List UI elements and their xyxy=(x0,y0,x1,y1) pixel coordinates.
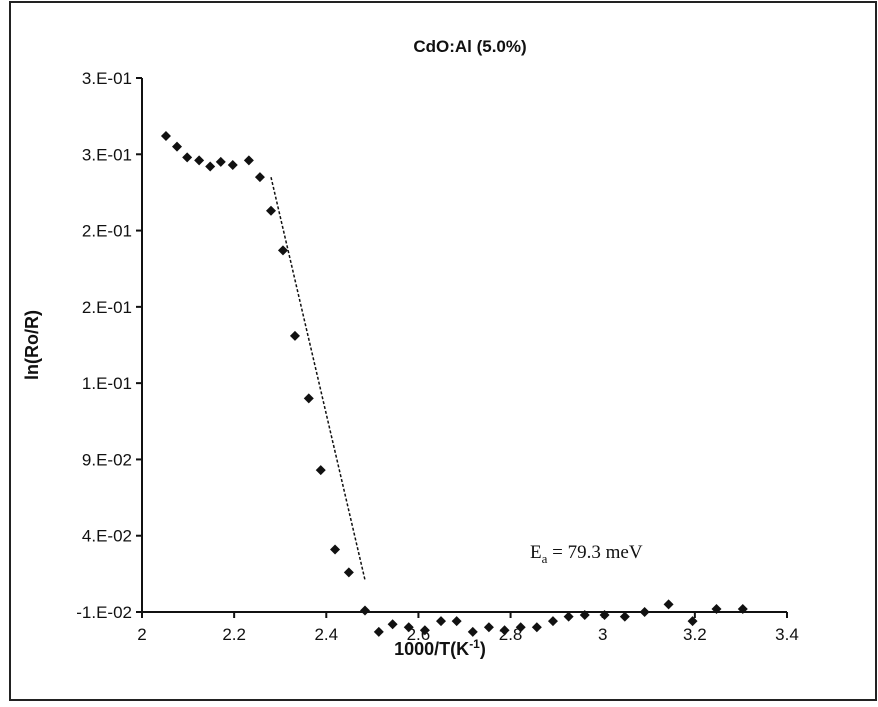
point xyxy=(205,161,216,172)
annotation: Ea = 79.3 meV xyxy=(530,542,643,566)
point xyxy=(243,155,254,166)
point xyxy=(467,626,478,637)
y-tick-label: 2.E-01 xyxy=(82,298,132,317)
x-tick-label: 2.2 xyxy=(222,625,246,644)
x-tick-label: 3.4 xyxy=(775,625,799,644)
point xyxy=(359,605,370,616)
point xyxy=(531,622,542,633)
point xyxy=(663,599,674,610)
point xyxy=(194,155,205,166)
point xyxy=(419,625,430,636)
point xyxy=(563,611,574,622)
x-tick-label: 3.2 xyxy=(683,625,707,644)
point xyxy=(182,152,193,163)
point xyxy=(160,130,171,141)
annotation-text: E xyxy=(530,542,542,563)
point xyxy=(330,544,341,555)
y-tick-label: 1.E-01 xyxy=(82,374,132,393)
point xyxy=(599,610,610,621)
point xyxy=(451,616,462,627)
y-tick-label: 3.E-01 xyxy=(82,145,132,164)
y-tick-label: 9.E-02 xyxy=(82,450,132,469)
x-label-end: ) xyxy=(480,639,486,659)
frame xyxy=(9,1,877,701)
point xyxy=(277,245,288,256)
point xyxy=(387,619,398,630)
fit-line xyxy=(270,177,366,581)
point xyxy=(215,156,226,167)
point xyxy=(343,567,354,578)
x-axis-label: 1000/T(K-1) xyxy=(394,637,486,659)
y-tick-label: 3.E-01 xyxy=(82,69,132,88)
point xyxy=(303,393,314,404)
point xyxy=(547,616,558,627)
point xyxy=(315,465,326,476)
point xyxy=(639,607,650,617)
chart-title: CdO:Al (5.0%) xyxy=(413,37,526,56)
x-tick-label: 3 xyxy=(598,625,607,644)
point xyxy=(619,611,630,622)
x-tick-label: 2 xyxy=(137,625,146,644)
y-axis-label: ln(Ro/R) xyxy=(22,310,42,380)
x-tick-label: 2.4 xyxy=(314,625,338,644)
point xyxy=(436,616,447,627)
point xyxy=(687,616,698,627)
x-label-text: 1000/T(K xyxy=(394,639,469,659)
point xyxy=(499,625,510,636)
y-tick-label: -1.E-02 xyxy=(76,603,132,622)
x-label-sup: -1 xyxy=(469,637,480,651)
point xyxy=(289,330,300,341)
point xyxy=(515,622,526,633)
annotation-rest: = 79.3 meV xyxy=(547,542,642,563)
point xyxy=(172,141,183,152)
y-tick-label: 4.E-02 xyxy=(82,527,132,546)
point xyxy=(254,172,265,183)
point xyxy=(266,205,276,216)
y-tick-label: 2.E-01 xyxy=(82,222,132,241)
point xyxy=(403,622,414,633)
point xyxy=(579,610,590,621)
point xyxy=(737,603,748,614)
point xyxy=(483,622,494,633)
point xyxy=(373,626,384,637)
point xyxy=(227,159,238,170)
annotation-sub: a xyxy=(542,551,548,566)
point xyxy=(711,603,722,614)
